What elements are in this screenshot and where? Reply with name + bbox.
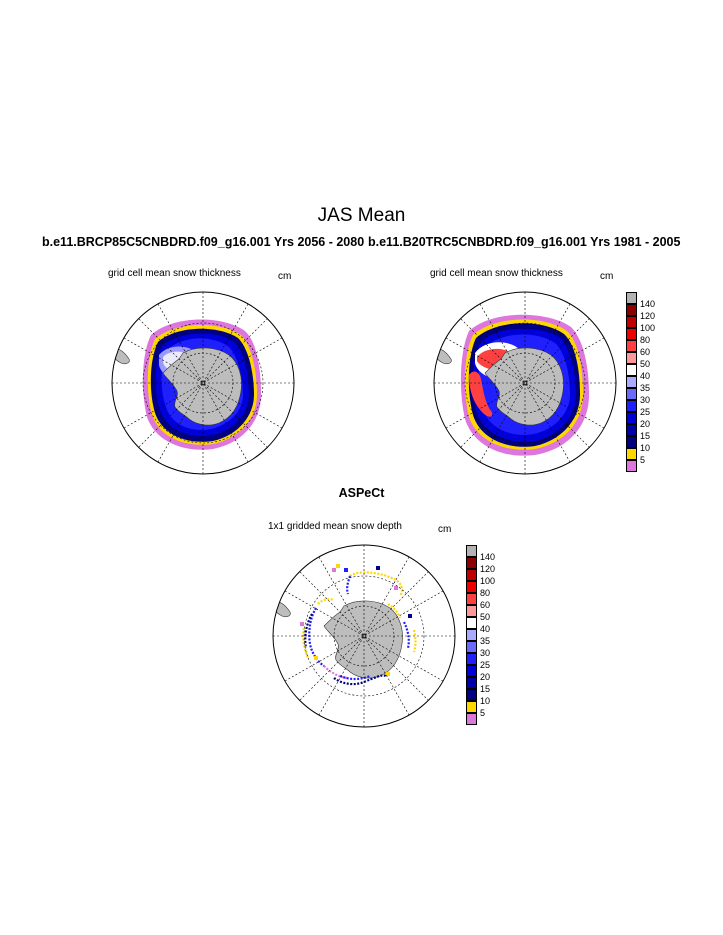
colorbar-tick-label: 20 <box>640 419 651 429</box>
colorbar-tick-label: 40 <box>480 624 491 634</box>
colorbar-tick-label: 25 <box>640 407 651 417</box>
colorbar-tick-label: 100 <box>480 576 496 586</box>
colorbar-swatch <box>466 581 477 593</box>
right-run-title: b.e11.B20TRC5CNBDRD.f09_g16.001 Yrs 1981… <box>368 235 681 249</box>
colorbar-swatch <box>626 292 637 304</box>
colorbar-swatch <box>466 569 477 581</box>
colorbar-tick-label: 15 <box>480 684 491 694</box>
colorbar-tick-label: 40 <box>640 371 651 381</box>
colorbar-tick-label: 140 <box>480 552 496 562</box>
colorbar-swatch <box>626 364 637 376</box>
colorbar-swatch <box>626 424 637 436</box>
colorbar-tick-label: 10 <box>640 443 651 453</box>
colorbar-swatch <box>626 328 637 340</box>
bottom-polar-map <box>272 544 456 728</box>
colorbar-swatch <box>626 400 637 412</box>
obs-title: ASPeCt <box>338 486 385 500</box>
colorbar-swatch <box>626 388 637 400</box>
colorbar-swatch <box>466 605 477 617</box>
colorbar-tick-label: 35 <box>480 636 491 646</box>
colorbar-tick-label: 80 <box>640 335 651 345</box>
colorbar-tick-label: 30 <box>640 395 651 405</box>
colorbar-tick-label: 80 <box>480 588 491 598</box>
colorbar-swatch <box>626 304 637 316</box>
colorbar-tick-label: 120 <box>640 311 656 321</box>
left-polar-map <box>111 291 295 475</box>
colorbar-swatch <box>626 448 637 460</box>
left-panel-units: cm <box>278 271 292 282</box>
colorbar-swatch <box>466 665 477 677</box>
colorbar-tick-label: 50 <box>480 612 491 622</box>
colorbar-tick-label: 60 <box>640 347 651 357</box>
colorbar-swatch <box>626 376 637 388</box>
colorbar-swatch <box>466 557 477 569</box>
right-polar-map <box>433 291 617 475</box>
colorbar-tick-label: 35 <box>640 383 651 393</box>
colorbar-swatch <box>626 316 637 328</box>
colorbar-swatch <box>626 436 637 448</box>
colorbar-swatch <box>466 641 477 653</box>
colorbar-swatch <box>466 677 477 689</box>
left-run-title: b.e11.BRCP85C5CNBDRD.f09_g16.001 Yrs 205… <box>42 235 365 249</box>
colorbar-swatch <box>626 460 637 472</box>
colorbar-tick-label: 140 <box>640 299 656 309</box>
colorbar-swatch <box>626 340 637 352</box>
colorbar-swatch <box>466 701 477 713</box>
colorbar-swatch <box>466 629 477 641</box>
right-panel-units: cm <box>600 271 614 282</box>
colorbar-swatch <box>466 545 477 557</box>
colorbar-swatch <box>466 713 477 725</box>
colorbar-swatch <box>626 412 637 424</box>
bottom-panel-label: 1x1 gridded mean snow depth <box>268 521 402 532</box>
colorbar-tick-label: 5 <box>640 455 646 465</box>
colorbar-tick-label: 20 <box>480 672 491 682</box>
colorbar-tick-label: 30 <box>480 648 491 658</box>
colorbar-tick-label: 5 <box>480 708 486 718</box>
colorbar-swatch <box>626 352 637 364</box>
right-panel-label: grid cell mean snow thickness <box>430 268 563 279</box>
bottom-panel-units: cm <box>438 524 452 535</box>
colorbar-tick-label: 60 <box>480 600 491 610</box>
colorbar-tick-label: 100 <box>640 323 656 333</box>
colorbar-tick-label: 15 <box>640 431 651 441</box>
colorbar-tick-label: 50 <box>640 359 651 369</box>
figure-title: JAS Mean <box>317 205 406 226</box>
colorbar-swatch <box>466 593 477 605</box>
left-panel-label: grid cell mean snow thickness <box>108 268 241 279</box>
colorbar-swatch <box>466 653 477 665</box>
colorbar-swatch <box>466 689 477 701</box>
colorbar-tick-label: 10 <box>480 696 491 706</box>
colorbar-tick-label: 120 <box>480 564 496 574</box>
colorbar-tick-label: 25 <box>480 660 491 670</box>
colorbar-swatch <box>466 617 477 629</box>
